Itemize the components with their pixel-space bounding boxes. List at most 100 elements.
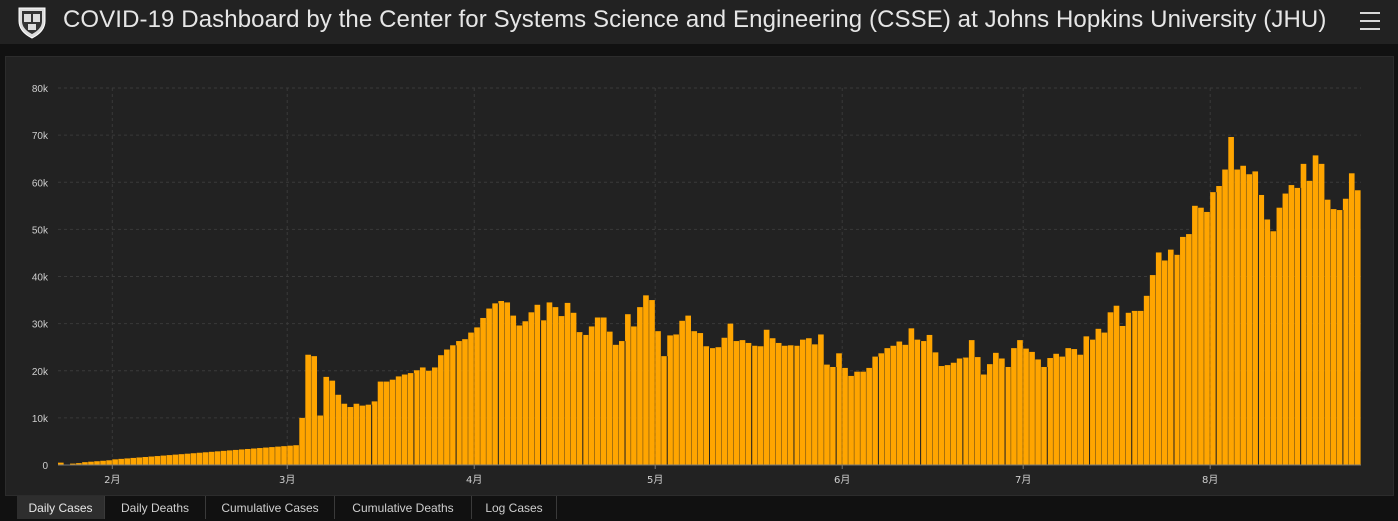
bar xyxy=(130,457,137,465)
bar xyxy=(214,451,221,465)
bar xyxy=(661,356,667,465)
tab-cumulative-cases[interactable]: Cumulative Cases xyxy=(206,496,335,519)
bar xyxy=(637,307,643,465)
bar xyxy=(299,417,305,466)
bar xyxy=(88,461,94,465)
bar xyxy=(1300,163,1307,465)
bar xyxy=(751,345,758,465)
bar xyxy=(818,334,824,465)
bar xyxy=(377,381,384,465)
bar xyxy=(58,462,64,465)
bar xyxy=(1204,211,1210,465)
hamburger-menu-icon[interactable] xyxy=(1360,12,1380,30)
bar xyxy=(842,367,848,465)
bar xyxy=(1125,312,1132,465)
bar xyxy=(1101,332,1108,465)
bar xyxy=(1161,260,1168,465)
bar xyxy=(1083,336,1090,465)
bar xyxy=(196,452,203,465)
bar xyxy=(793,345,800,465)
bar xyxy=(456,341,462,465)
bar xyxy=(528,312,535,465)
bar xyxy=(178,454,185,465)
bar xyxy=(1131,310,1138,465)
y-tick-label: 10k xyxy=(32,414,49,425)
bar xyxy=(1336,210,1343,465)
chart-panel: 0 10k 20k 30k 40k 50k 60k 70k 80k 2月 3月 4月 5月 6月 7月 8月 xyxy=(5,56,1394,496)
bar xyxy=(1143,295,1150,465)
bar xyxy=(486,308,492,465)
bar xyxy=(1234,169,1240,465)
bar xyxy=(546,302,553,465)
tab-daily-deaths[interactable]: Daily Deaths xyxy=(105,496,206,519)
bar xyxy=(733,341,740,465)
bar xyxy=(558,316,565,465)
bar xyxy=(1186,234,1192,465)
bar xyxy=(878,353,885,465)
bar xyxy=(106,460,112,465)
bar xyxy=(745,342,752,465)
bar xyxy=(1113,305,1120,465)
tab-log-cases[interactable]: Log Cases xyxy=(472,496,557,519)
x-tick-label: 8月 xyxy=(1202,474,1218,486)
bar xyxy=(715,347,722,465)
bar xyxy=(914,339,921,465)
bar xyxy=(1155,252,1162,465)
bar xyxy=(1053,353,1059,465)
bar xyxy=(401,374,408,465)
bar xyxy=(944,365,951,465)
bar xyxy=(419,367,426,465)
tab-daily-cases[interactable]: Daily Cases xyxy=(17,496,105,519)
bar xyxy=(365,404,372,465)
bar xyxy=(148,456,155,465)
bar xyxy=(202,452,209,465)
bar xyxy=(1005,366,1011,465)
university-shield-icon xyxy=(18,7,46,39)
bar xyxy=(450,345,456,465)
bar xyxy=(100,460,106,465)
bar xyxy=(166,455,173,465)
bar xyxy=(1354,190,1361,465)
bar xyxy=(1288,185,1295,465)
bar xyxy=(655,331,661,465)
bar xyxy=(432,367,438,465)
bar xyxy=(739,340,746,465)
bar xyxy=(606,331,613,465)
tab-cumulative-deaths[interactable]: Cumulative Deaths xyxy=(335,496,472,519)
y-tick-label: 30k xyxy=(32,320,49,331)
bar xyxy=(190,453,197,465)
bar xyxy=(673,334,679,465)
bar xyxy=(413,370,420,465)
y-tick-label: 70k xyxy=(32,131,49,142)
y-tick-label: 50k xyxy=(32,225,49,236)
bar xyxy=(504,302,511,465)
bar xyxy=(341,403,348,465)
bar xyxy=(962,357,969,465)
bar xyxy=(709,348,716,465)
bar xyxy=(220,450,227,465)
daily-cases-bar-chart: 0 10k 20k 30k 40k 50k 60k 70k 80k 2月 3月 4月 5月 6月 7月 8月 xyxy=(32,84,1361,486)
bar xyxy=(1041,366,1047,465)
bar xyxy=(1324,199,1331,465)
bar xyxy=(462,339,468,465)
bar xyxy=(492,303,498,465)
bar xyxy=(872,356,879,465)
bar xyxy=(775,342,782,465)
bar xyxy=(1312,155,1319,465)
bar xyxy=(70,463,76,465)
bar xyxy=(1216,186,1222,465)
bar xyxy=(1174,254,1180,465)
bar xyxy=(534,304,541,465)
bar xyxy=(444,349,450,465)
bar xyxy=(552,307,559,465)
bar xyxy=(287,445,293,465)
bar xyxy=(468,332,474,465)
bar xyxy=(263,447,269,465)
bar xyxy=(251,448,257,465)
bar xyxy=(1294,187,1301,465)
bar xyxy=(920,341,927,465)
bar xyxy=(269,447,275,465)
bar xyxy=(1252,171,1259,465)
bar xyxy=(1228,137,1234,465)
page-title: COVID-19 Dashboard by the Center for Sys… xyxy=(63,6,1327,33)
